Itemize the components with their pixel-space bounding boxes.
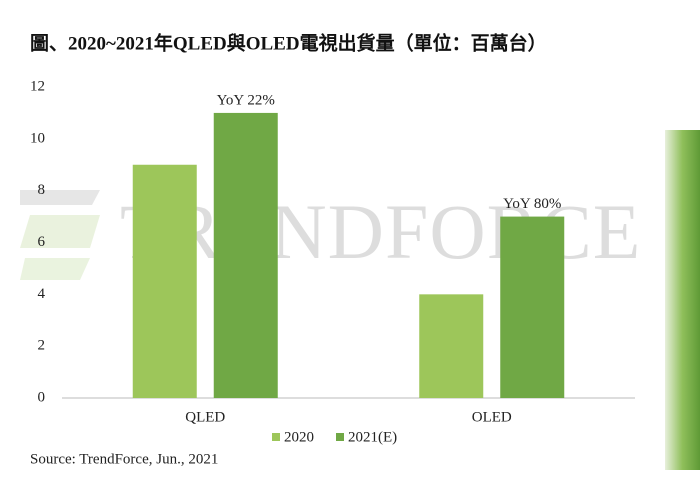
annotation: YoY 22% — [217, 92, 275, 108]
legend-label: 2021(E) — [348, 429, 397, 445]
y-tick-label: 2 — [38, 338, 46, 354]
y-tick-label: 4 — [38, 286, 46, 302]
edge-decoration — [665, 130, 700, 470]
y-tick-label: 6 — [38, 234, 46, 250]
bar — [419, 294, 484, 398]
x-tick-label: QLED — [185, 409, 225, 425]
y-tick-label: 12 — [30, 78, 45, 94]
source-note: Source: TrendForce, Jun., 2021 — [30, 451, 218, 467]
watermark-logo — [20, 190, 100, 280]
x-tick-label: OLED — [472, 409, 512, 425]
legend-swatch — [336, 433, 344, 441]
bar — [500, 216, 565, 398]
y-tick-label: 0 — [38, 389, 46, 405]
y-tick-label: 8 — [38, 182, 46, 198]
legend-label: 2020 — [284, 429, 314, 445]
bar — [213, 112, 278, 399]
chart-title: 圖、2020~2021年QLED與OLED電視出貨量（單位：百萬台） — [30, 31, 547, 54]
legend-swatch — [272, 433, 280, 441]
bar — [132, 164, 197, 398]
y-tick-label: 10 — [30, 130, 45, 146]
annotation: YoY 80% — [503, 196, 561, 212]
